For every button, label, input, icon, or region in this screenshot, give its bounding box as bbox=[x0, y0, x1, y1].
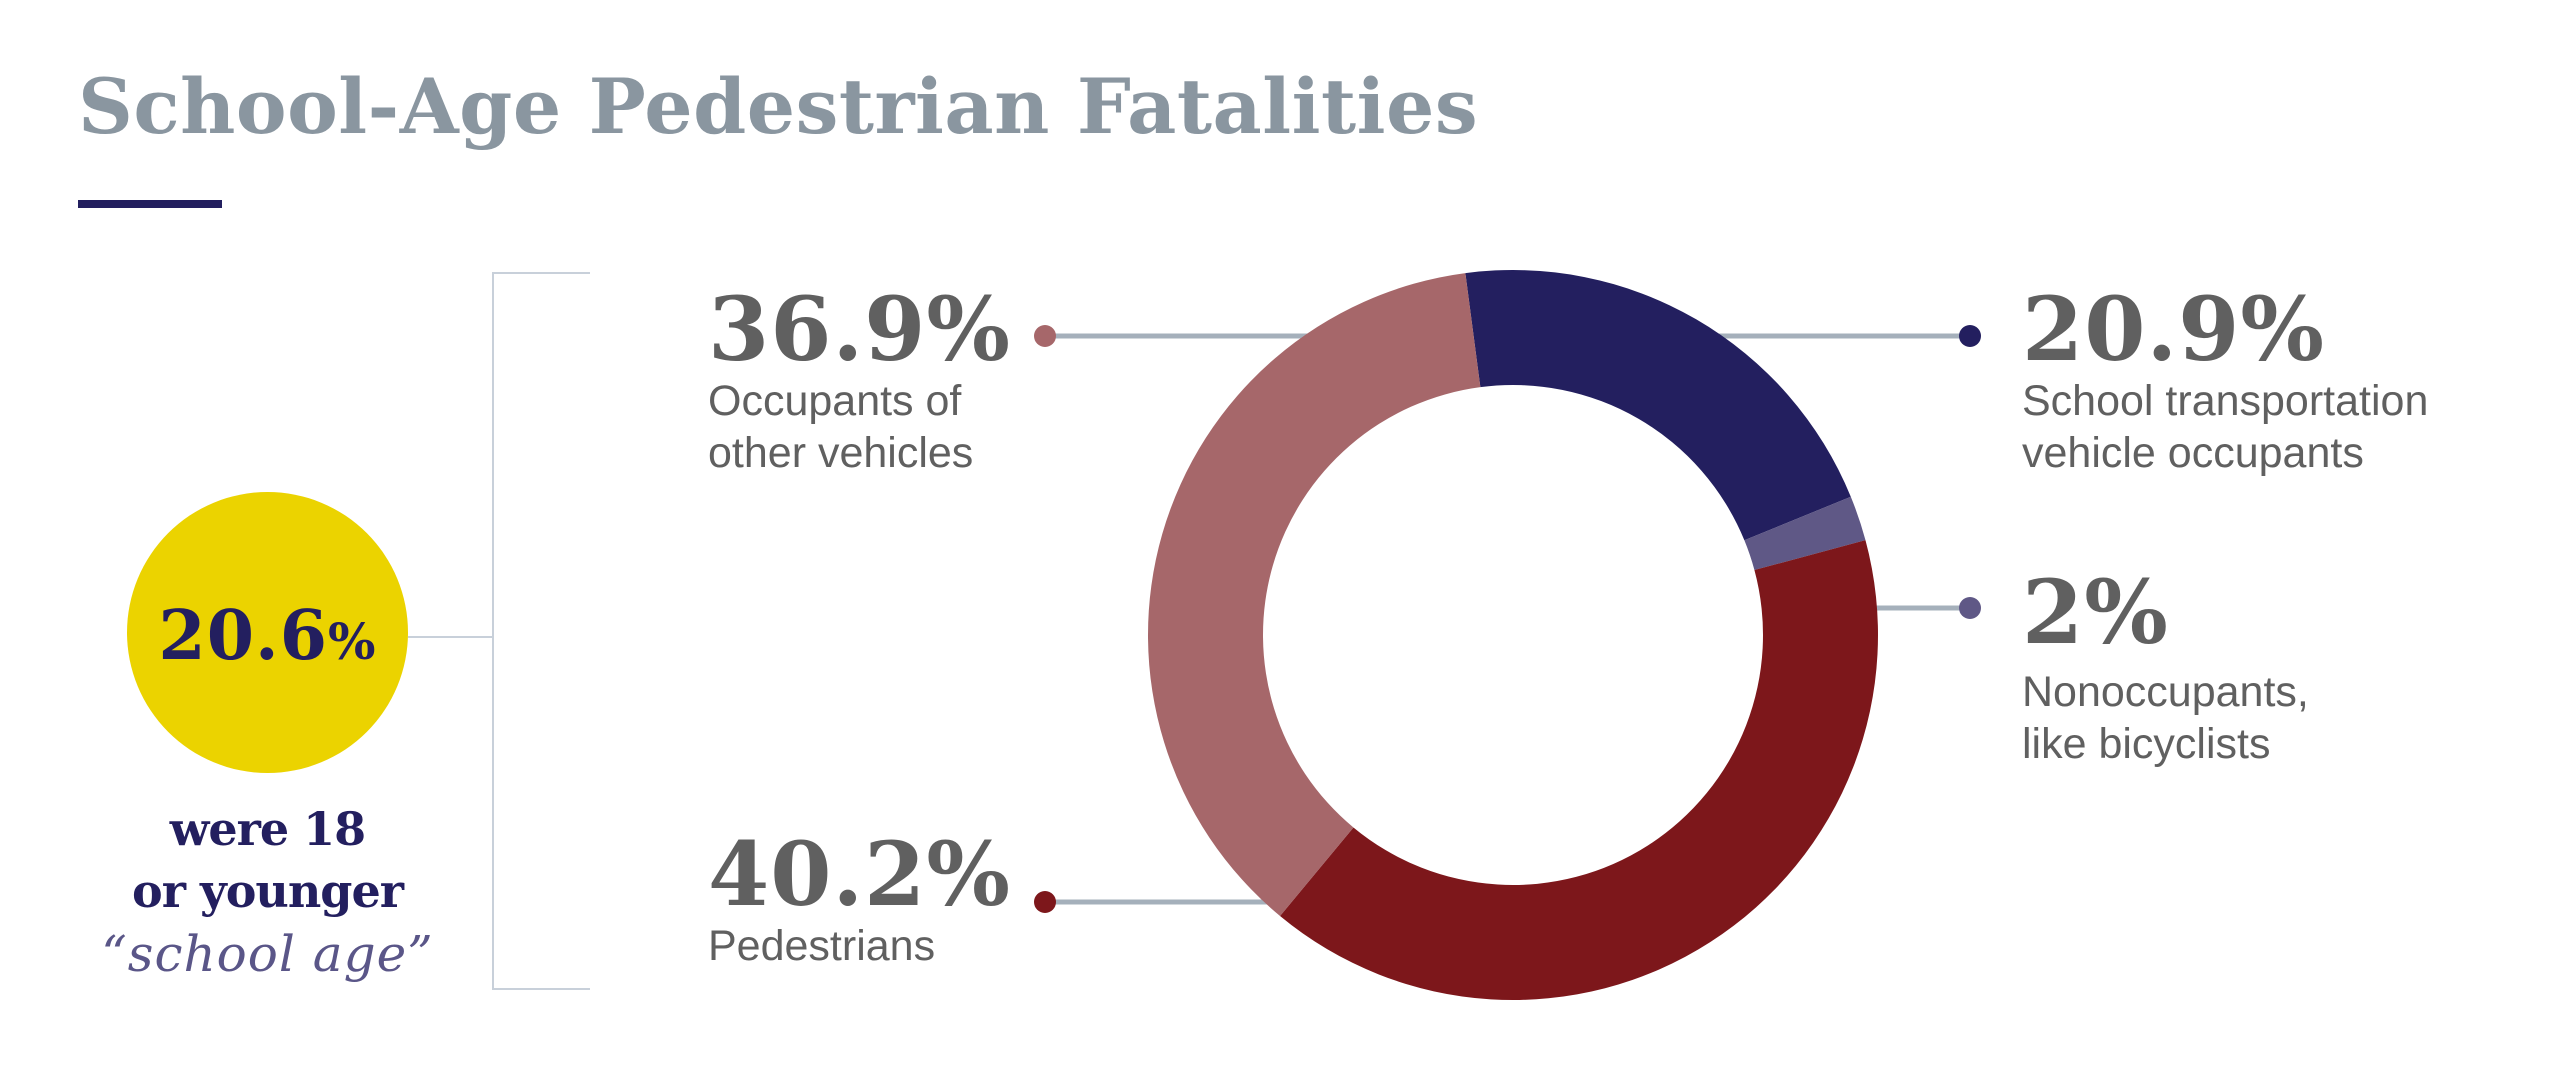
leader-lines bbox=[1045, 333, 1970, 905]
callout-label-line-2: like bicyclists bbox=[2022, 720, 2271, 768]
caption-line-2: or younger bbox=[132, 864, 404, 918]
callout-pedestrians: 40.2% Pedestrians bbox=[708, 828, 1011, 972]
callout-label-line-2: other vehicles bbox=[708, 429, 974, 477]
bracket-connector-line bbox=[408, 636, 494, 638]
callout-label-line-1: Pedestrians bbox=[708, 922, 936, 970]
callout-label-line-2: vehicle occupants bbox=[2022, 429, 2364, 477]
donut-segment-nonoccupants-like-bicyclists bbox=[1744, 496, 1866, 571]
stat-number: 20.6 bbox=[158, 595, 329, 676]
donut-segment-school-transportation-vehicle-occupants bbox=[1465, 270, 1851, 541]
donut-segments bbox=[1148, 270, 1878, 1000]
page-title: School-Age Pedestrian Fatalities bbox=[78, 62, 1479, 151]
callout-value: 2% bbox=[2022, 560, 2169, 664]
callout-value: 36.9% bbox=[708, 277, 1011, 381]
callout-value: 40.2% bbox=[708, 822, 1011, 926]
donut-segment-occupants-of-other-vehicles bbox=[1148, 273, 1481, 916]
school-age-stat-circle: 20.6% bbox=[127, 492, 408, 773]
callout-label-line-1: Occupants of bbox=[708, 377, 962, 425]
caption-line-1: were 18 bbox=[169, 802, 366, 856]
dot-other-vehicles bbox=[1034, 325, 1056, 347]
caption-quote: “school age” bbox=[101, 925, 434, 983]
school-age-stat-value: 20.6% bbox=[158, 596, 376, 676]
callout-other-vehicles: 36.9% Occupants of other vehicles bbox=[708, 283, 1011, 479]
title-underline bbox=[78, 200, 222, 208]
callout-nonoccupants: 2% Nonoccupants, like bicyclists bbox=[2022, 566, 2309, 770]
stat-unit: % bbox=[328, 611, 377, 671]
school-age-caption: were 18 or younger “school age” bbox=[60, 798, 475, 986]
dot-pedestrians bbox=[1034, 891, 1056, 913]
callout-value: 20.9% bbox=[2022, 277, 2325, 381]
callout-school-transport: 20.9% School transportation vehicle occu… bbox=[2022, 283, 2428, 479]
donut-segment-pedestrians bbox=[1280, 540, 1878, 1000]
dot-school-transport bbox=[1959, 325, 1981, 347]
callout-label-line-1: School transportation bbox=[2022, 377, 2429, 425]
dot-nonoccupants bbox=[1959, 597, 1981, 619]
grouping-bracket bbox=[492, 272, 590, 990]
callout-label-line-1: Nonoccupants, bbox=[2022, 668, 2309, 716]
